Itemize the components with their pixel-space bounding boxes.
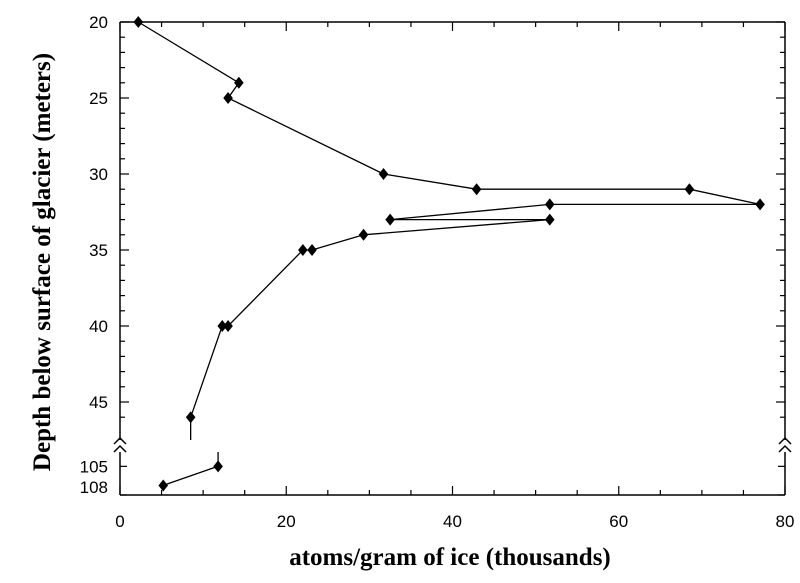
data-point-marker: [158, 479, 169, 492]
data-point-marker: [544, 198, 555, 211]
data-markers: [133, 16, 765, 492]
data-point-marker: [755, 198, 765, 211]
axis-ticks: [119, 21, 786, 496]
x-tick-label: 0: [115, 512, 124, 531]
y-tick-label: 105: [80, 457, 108, 476]
data-point-marker: [544, 213, 555, 226]
data-point-marker: [213, 460, 223, 473]
series-line: [137, 21, 761, 418]
data-point-marker: [217, 320, 228, 332]
data-point-marker: [385, 213, 395, 226]
data-point-marker: [471, 183, 482, 196]
y-tick-label: 25: [89, 89, 108, 108]
axis-break-left: [113, 436, 127, 453]
y-tick-label: 40: [89, 317, 108, 336]
plot-frame: [113, 21, 792, 496]
x-tick-label: 60: [609, 512, 628, 531]
data-point-marker: [185, 411, 196, 424]
data-point-marker: [223, 320, 233, 332]
y-tick-label: 35: [89, 241, 108, 260]
x-axis-label: atoms/gram of ice (thousands): [289, 544, 611, 571]
y-axis-label: Depth below surface of glacier (meters): [29, 53, 56, 471]
series-line: [162, 465, 219, 487]
data-point-marker: [378, 168, 389, 180]
y-tick-label: 108: [80, 478, 108, 497]
x-tick-label: 80: [776, 512, 795, 531]
x-tick-label: 20: [277, 512, 296, 531]
series-lines: [137, 21, 761, 487]
tick-labels: 0 20 40 60 80 20 25 30 35 40 45 105 108: [80, 13, 795, 531]
data-point-marker: [133, 16, 144, 28]
data-point-marker: [358, 228, 369, 241]
y-tick-label: 30: [89, 165, 108, 184]
axis-break-right: [778, 436, 792, 453]
data-point-marker: [298, 244, 308, 256]
x-tick-label: 40: [443, 512, 462, 531]
y-tick-label: 20: [89, 13, 108, 32]
data-point-marker: [684, 183, 695, 196]
data-point-marker: [234, 76, 244, 89]
data-point-marker: [223, 92, 233, 104]
data-point-marker: [307, 244, 317, 256]
y-tick-label: 45: [89, 393, 108, 412]
